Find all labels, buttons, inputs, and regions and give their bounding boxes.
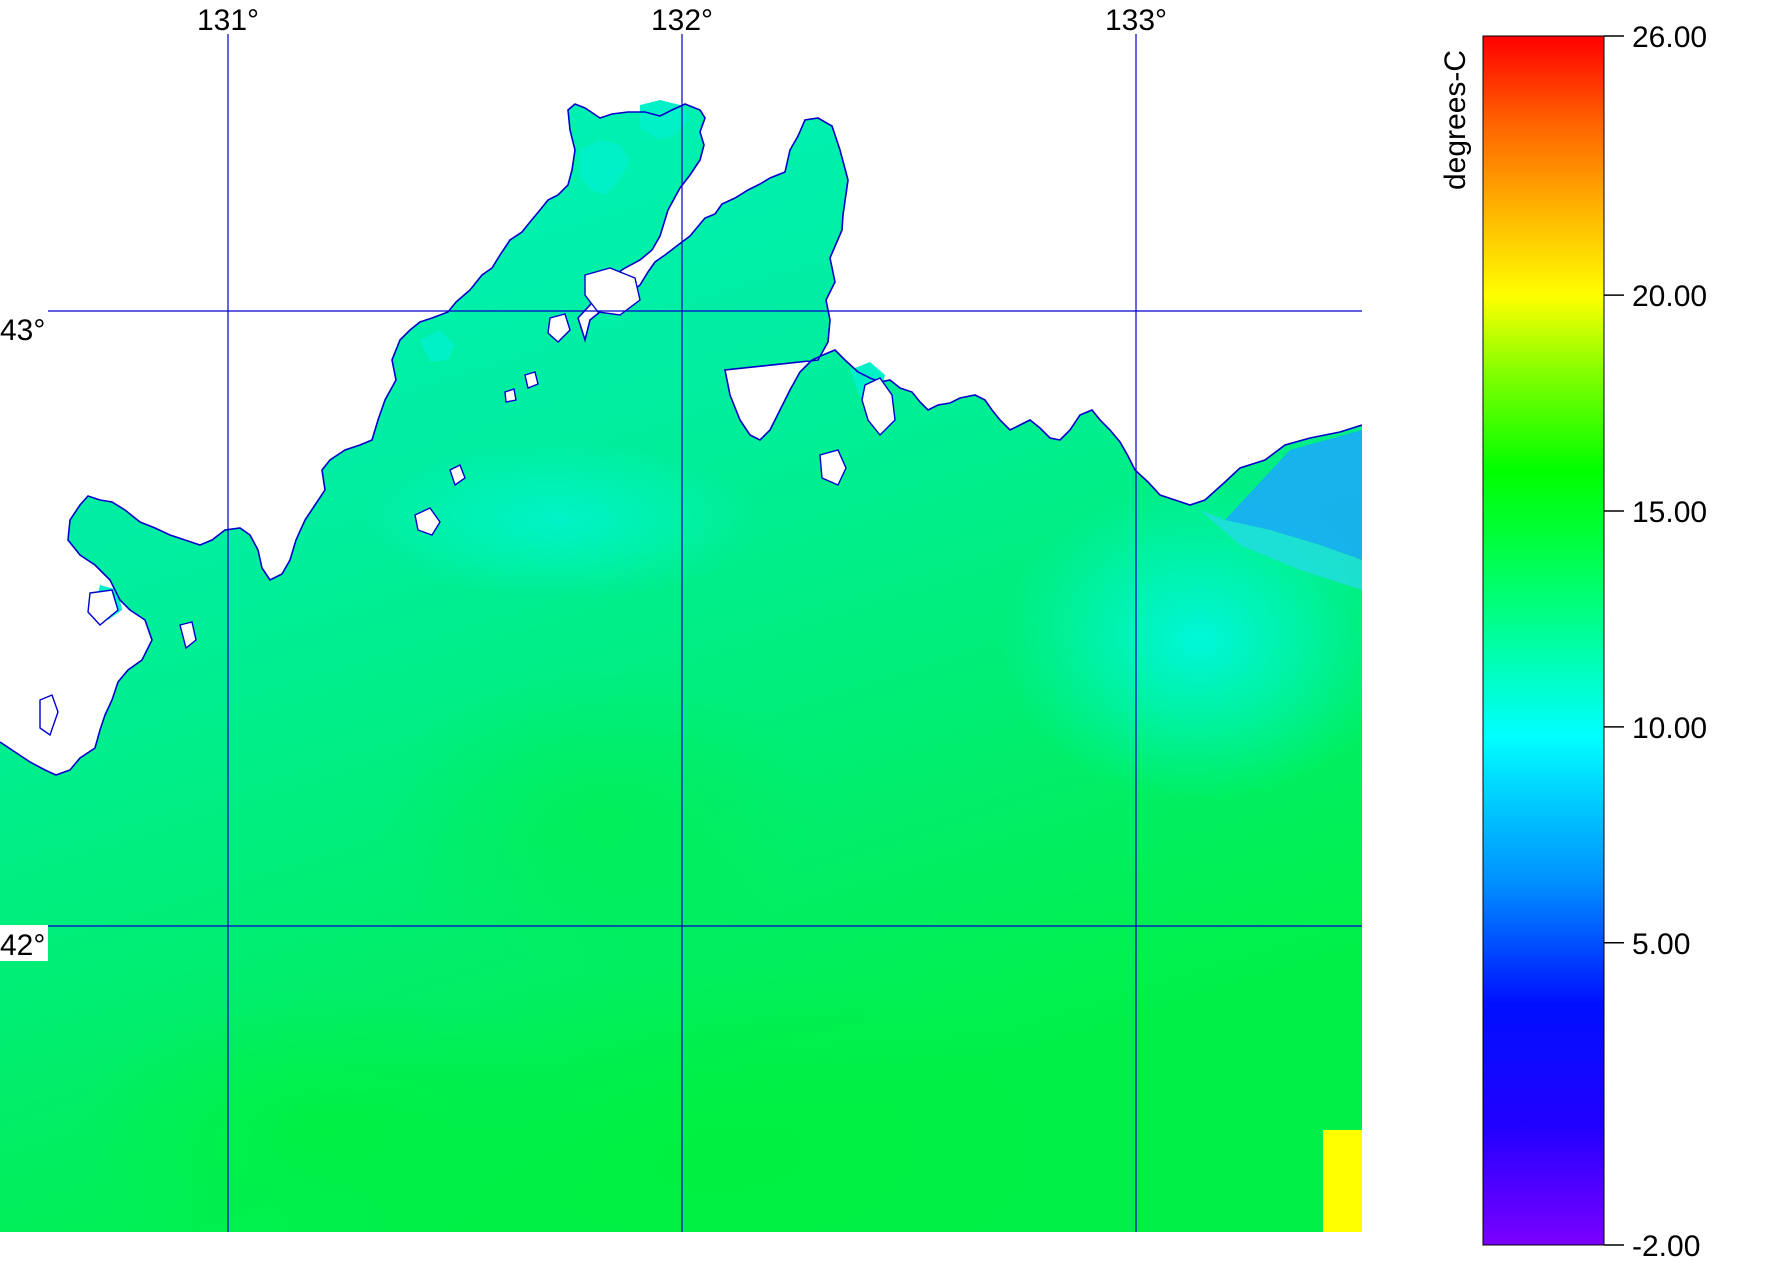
graticule xyxy=(48,34,1362,1232)
lon-label-133: 133° xyxy=(1105,4,1167,37)
colorbar: degrees-C 26.00 20.00 15.00 10.00 5.00 -2.00 xyxy=(1439,21,1707,1263)
island xyxy=(524,371,539,389)
lat-label-bg-43 xyxy=(0,310,48,346)
colorbar-tick-label: 15.00 xyxy=(1632,496,1707,529)
cold-water-zone xyxy=(1225,430,1362,560)
cold-water-edge xyxy=(1200,510,1362,590)
warm-patch-southwest xyxy=(70,990,590,1232)
colorbar-tick-label: 10.00 xyxy=(1632,712,1707,745)
lon-label-132: 132° xyxy=(651,4,713,37)
colorbar-tick-label: 20.00 xyxy=(1632,280,1707,313)
island xyxy=(819,449,847,486)
island xyxy=(414,507,441,536)
islands xyxy=(39,267,896,737)
peninsula-tip xyxy=(640,100,690,140)
coastline xyxy=(0,103,1362,776)
colorbar-ticks: 26.00 20.00 15.00 10.00 5.00 -2.00 xyxy=(1604,21,1707,1263)
bay-inlet-2 xyxy=(420,330,455,362)
colorbar-title: degrees-C xyxy=(1439,50,1472,190)
nodata-cell xyxy=(1323,1130,1362,1232)
island xyxy=(87,589,119,626)
island xyxy=(179,621,197,650)
colorbar-tick-label: 26.00 xyxy=(1632,21,1707,54)
island xyxy=(861,377,896,437)
island xyxy=(584,267,641,316)
colorbar-ramp xyxy=(1482,35,1605,1246)
colorbar-tick-label: -2.00 xyxy=(1632,1230,1700,1263)
map-plot xyxy=(0,0,1362,1232)
island xyxy=(547,313,571,343)
warm-patch-center xyxy=(380,670,820,970)
bay-inlet xyxy=(580,140,630,195)
colorbar-tick-label: 5.00 xyxy=(1632,928,1690,961)
island xyxy=(39,694,59,737)
island xyxy=(504,388,517,403)
land-mass xyxy=(0,0,1362,775)
lat-label-43: 43° xyxy=(0,314,45,347)
island xyxy=(449,464,466,487)
lat-label-bg-42 xyxy=(0,925,48,961)
cool-patch-northeast xyxy=(1000,480,1362,800)
lat-label-42: 42° xyxy=(0,929,45,962)
lon-label-131: 131° xyxy=(197,4,259,37)
